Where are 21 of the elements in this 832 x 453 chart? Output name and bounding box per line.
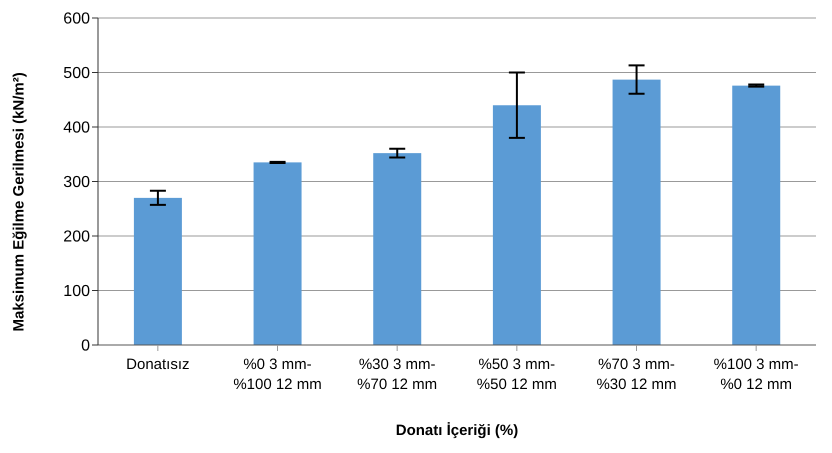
bar [732, 86, 780, 345]
y-tick-label: 300 [63, 174, 90, 192]
y-axis-title: Maksimum Eğilme Gerilmesi (kN/m²) [10, 72, 28, 332]
x-tick-label: %50 3 mm- %50 12 mm [476, 356, 557, 393]
y-tick-label: 400 [63, 120, 90, 137]
bar [492, 105, 541, 345]
x-tick-label: %100 3 mm- %0 12 mm [714, 356, 799, 393]
y-tick-label: 100 [63, 283, 90, 300]
bar [254, 162, 302, 345]
bar [373, 153, 422, 345]
x-tick-label: Donatısız [126, 356, 190, 373]
x-tick-label: %70 3 mm- %30 12 mm [596, 356, 677, 393]
x-tick-label: %0 3 mm- %100 12 mm [233, 356, 322, 393]
x-axis-title: Donatı İçeriği (%) [396, 422, 518, 439]
x-tick-label: %30 3 mm- %70 12 mm [357, 356, 438, 393]
y-tick-label: 0 [81, 338, 90, 355]
bar [134, 198, 182, 345]
y-tick-label: 500 [63, 65, 90, 82]
y-tick-label: 600 [63, 10, 90, 28]
bar [612, 80, 661, 345]
y-tick-label: 200 [63, 228, 90, 246]
